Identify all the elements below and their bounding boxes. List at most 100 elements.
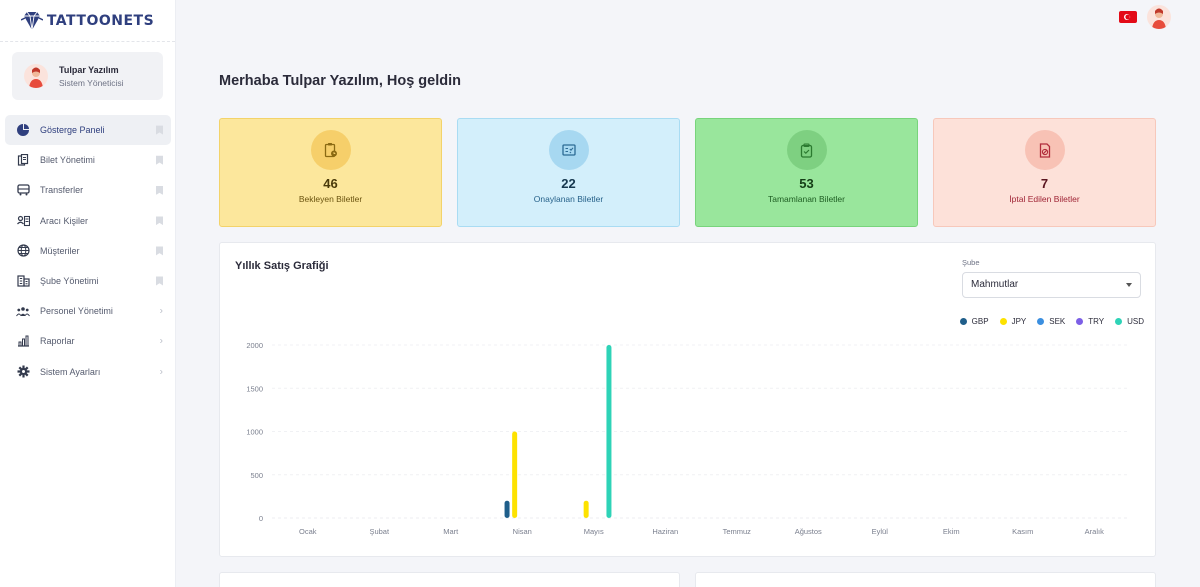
legend-dot [1115,318,1123,325]
stat-label: Bekleyen Biletler [298,194,363,204]
sidebar-item-label: Transferler [40,185,84,196]
clipboard-clock-icon [310,130,351,170]
brand-logo[interactable]: TATTOONETS [0,0,175,42]
gear-icon [16,365,30,379]
chart-legend: GBP JPY SEK TRY USD [959,317,1144,326]
sidebar-item-araci-kisiler[interactable]: Aracı Kişiler [5,206,171,236]
checklist-icon [548,130,589,170]
document-cancel-icon [1024,130,1065,170]
stat-value: 46 [323,176,338,191]
y-tick-label: 1500 [246,384,263,393]
bar-usd[interactable] [606,345,612,518]
x-tick-label: Haziran [652,527,678,536]
stat-value: 53 [799,176,814,191]
bottom-panel-left [219,572,680,587]
legend-label: USD [1127,317,1144,326]
bookmark-icon [156,276,163,286]
chevron-right-icon: › [159,335,163,347]
stat-card-cancelled[interactable]: 7 İptal Edilen Biletler [933,118,1156,227]
bar-gbp[interactable] [504,500,510,518]
x-tick-label: Aralık [1085,527,1104,536]
user-name: Tulpar Yazılım [59,64,119,75]
legend-dot [1076,318,1084,325]
pie-chart-icon [16,123,30,137]
sidebar-nav: Gösterge Paneli Bilet Yönetimi Transferl… [5,115,171,387]
stat-card-completed[interactable]: 53 Tamamlanan Biletler [695,118,918,227]
sidebar-item-musteriler[interactable]: Müşteriler [5,236,171,266]
globe-icon [16,244,30,258]
x-tick-label: Nisan [513,527,532,536]
x-tick-label: Ekim [943,527,960,536]
bar-jpy[interactable] [512,431,518,519]
sales-bar-chart: 0 500 1000 1500 2000 Ocak Şubat Mart Nisan Mayıs H… [246,341,1130,536]
bar-chart-icon [16,334,30,348]
legend-item[interactable]: GBP [959,317,989,326]
legend-dot [959,318,967,325]
x-tick-label: Kasım [1012,527,1033,536]
x-tick-label: Mart [443,527,459,536]
legend-item[interactable]: JPY [999,317,1027,326]
sidebar-item-label: Şube Yönetimi [40,276,99,287]
sidebar: TATTOONETS Tulpar Yazılım Sistem Yönetic… [0,0,176,587]
sidebar-item-label: Aracı Kişiler [40,215,89,226]
sidebar-item-label: Personel Yönetimi [40,306,113,317]
legend-item[interactable]: TRY [1076,317,1104,326]
sidebar-item-label: Gösterge Paneli [40,125,105,136]
bar-jpy[interactable] [583,500,589,518]
x-tick-label: Eylül [872,527,889,536]
stat-label: Onaylanan Biletler [533,194,604,204]
legend-label: JPY [1011,317,1027,326]
y-tick-label: 500 [250,471,263,480]
sidebar-item-transferler[interactable]: Transferler [5,175,171,205]
bookmark-icon [156,125,163,135]
stat-label: Tamamlanan Biletler [767,194,845,204]
x-tick-label: Ağustos [795,527,822,536]
legend-dot [999,318,1007,325]
y-tick-label: 0 [259,514,263,523]
yearly-sales-panel: Yıllık Satış Grafiği Şube Mahmutlar GBP J… [219,242,1156,557]
sidebar-item-sube-yonetimi[interactable]: Şube Yönetimi [5,266,171,296]
legend-item[interactable]: USD [1115,317,1144,326]
legend-dot [1037,318,1045,325]
bookmark-icon [156,216,163,226]
bookmark-icon [156,185,163,195]
legend-item[interactable]: SEK [1037,317,1065,326]
chevron-right-icon: › [159,305,163,317]
branch-select[interactable]: Mahmutlar [962,272,1141,298]
x-tick-label: Ocak [299,527,317,536]
caret-down-icon [1126,283,1132,287]
x-tick-label: Mayıs [584,527,604,536]
stat-value: 7 [1040,176,1049,191]
bookmark-icon [156,246,163,256]
bookmark-icon [156,155,163,165]
sidebar-item-gosterge-paneli[interactable]: Gösterge Paneli [5,115,171,146]
stat-card-approved[interactable]: 22 Onaylanan Biletler [457,118,680,227]
legend-label: TRY [1088,317,1105,326]
sidebar-item-label: Sistem Ayarları [40,366,101,377]
x-tick-label: Şubat [369,527,390,536]
building-icon [16,274,30,288]
sidebar-item-bilet-yonetimi[interactable]: Bilet Yönetimi [5,145,171,175]
branch-select-value: Mahmutlar [971,279,1019,290]
stat-card-pending[interactable]: 46 Bekleyen Biletler [219,118,442,227]
sidebar-item-label: Raporlar [40,336,75,347]
sidebar-item-raporlar[interactable]: Raporlar › [5,326,171,356]
stat-label: İptal Edilen Biletler [1009,194,1080,204]
user-card[interactable]: Tulpar Yazılım Sistem Yöneticisi [12,52,163,100]
profile-avatar[interactable] [1147,5,1171,29]
chevron-right-icon: › [159,366,163,378]
user-avatar [24,64,48,88]
top-bar [177,0,1200,38]
ticket-icon [16,153,30,167]
sidebar-item-sistem-ayarlari[interactable]: Sistem Ayarları › [5,357,171,387]
user-role: Sistem Yöneticisi [59,77,124,88]
turkey-flag-icon[interactable] [1119,11,1137,23]
sidebar-item-personel-yonetimi[interactable]: Personel Yönetimi › [5,296,171,326]
x-tick-label: Temmuz [723,527,752,536]
clipboard-check-icon [786,130,827,170]
id-card-icon [16,214,30,228]
legend-label: GBP [971,317,989,326]
legend-label: SEK [1049,317,1066,326]
branch-label: Şube [962,258,980,267]
bottom-panel-right [695,572,1156,587]
